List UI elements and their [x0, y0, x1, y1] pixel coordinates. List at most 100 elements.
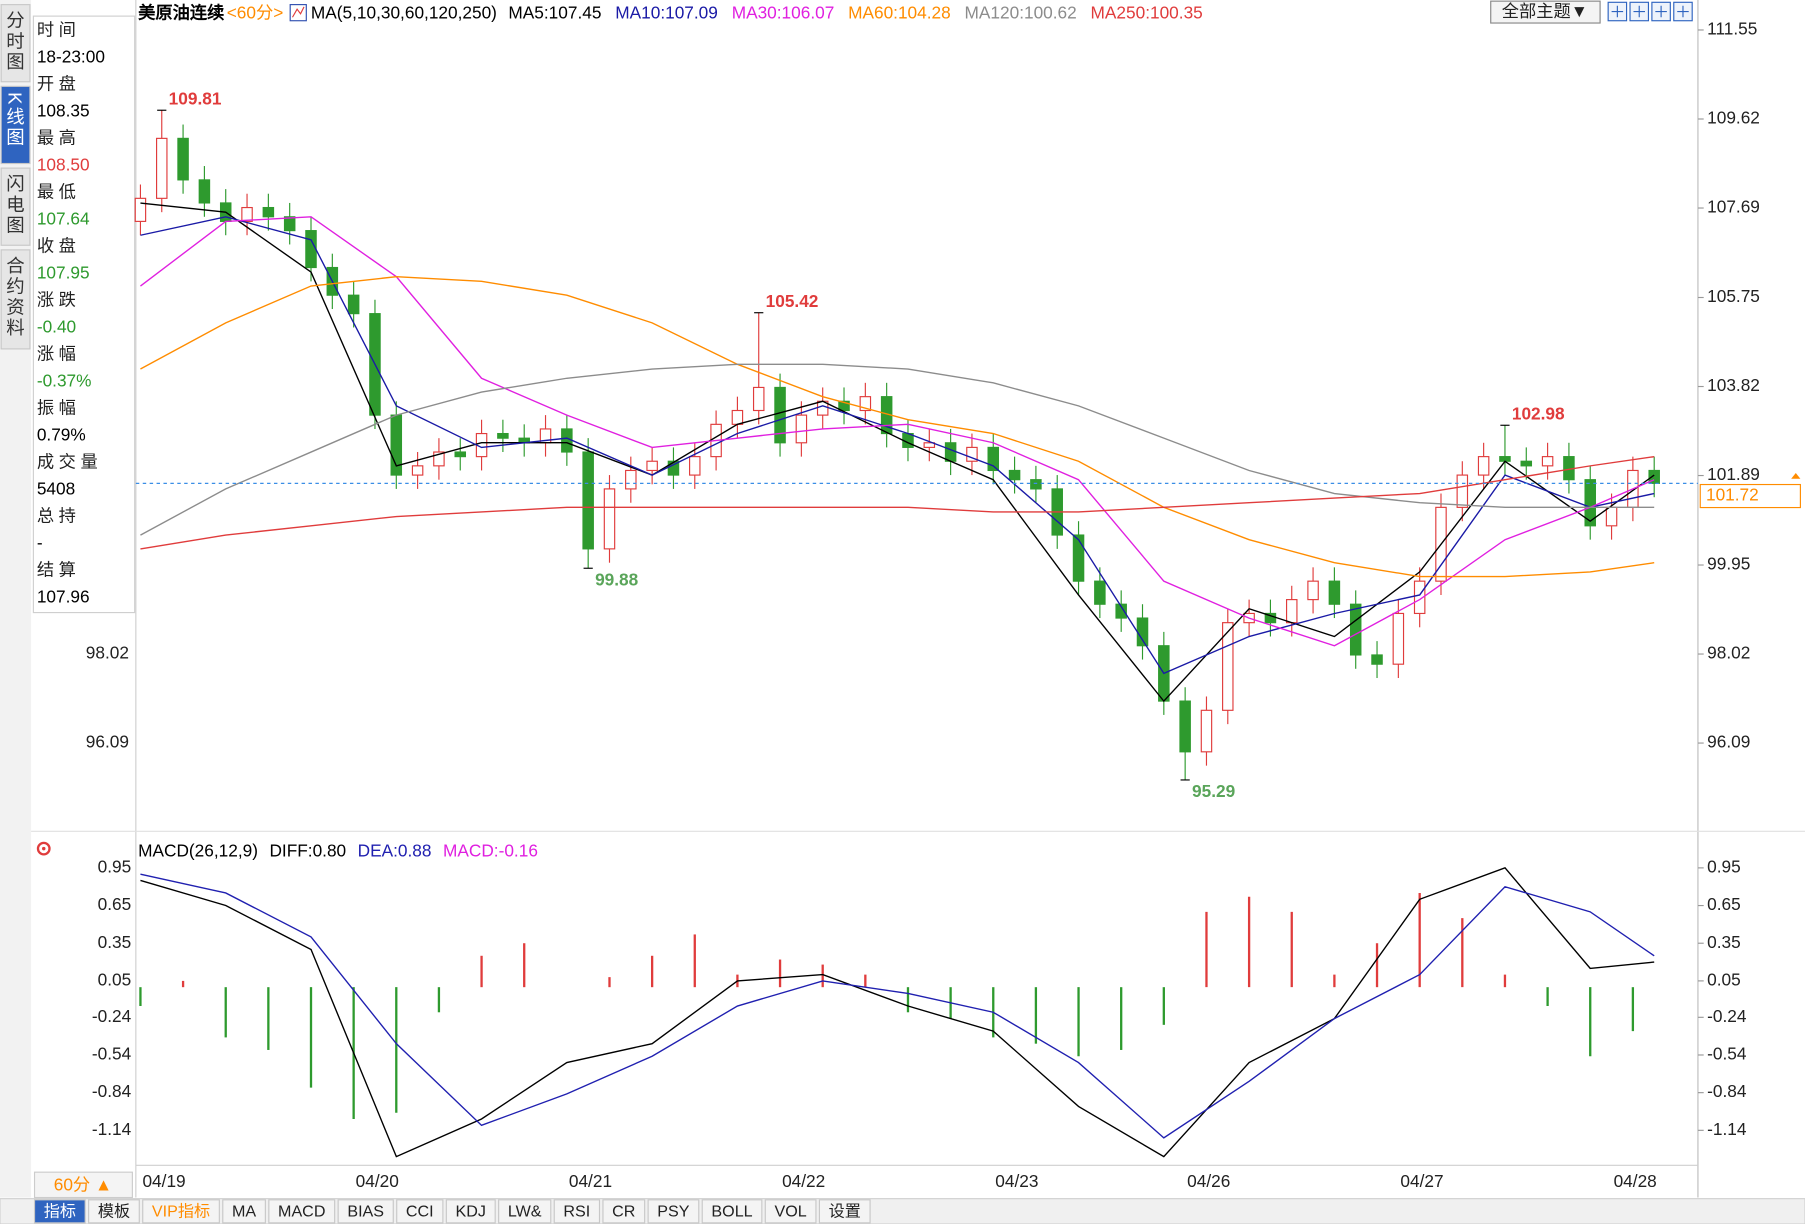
candle-body [731, 409, 744, 425]
macd-line [140, 873, 1655, 1139]
info-value: 108.35 [37, 101, 90, 121]
bottom-tab-label[interactable]: MA [232, 1203, 256, 1221]
y-tick-label-left: -0.84 [92, 1081, 132, 1101]
bottom-tab[interactable] [602, 1199, 646, 1224]
sidebar-tab[interactable] [0, 167, 31, 246]
legend-entry: MA5:107.45 [508, 2, 601, 22]
x-tick-label: 04/27 [1400, 1171, 1443, 1191]
bottom-tab[interactable] [142, 1199, 220, 1224]
bottom-tab-label[interactable]: MACD [278, 1203, 325, 1221]
sidebar-tab[interactable] [0, 85, 31, 165]
bottom-tab-label[interactable]: LW& [508, 1203, 542, 1221]
candle-body [1008, 469, 1021, 481]
y-tick-label: 111.55 [1707, 19, 1757, 39]
candle-body [1115, 603, 1127, 619]
extreme-label: 105.42 [766, 291, 819, 311]
period-selector[interactable] [33, 1171, 133, 1199]
last-price-label: 101.72 [1706, 485, 1759, 505]
theme-button-label[interactable]: 全部主题▼ [1502, 1, 1588, 21]
y-tick-label: -0.84 [1707, 1081, 1747, 1101]
bottom-tab[interactable] [33, 1199, 86, 1224]
candle-body [838, 400, 850, 412]
x-tick-label: 04/22 [782, 1171, 825, 1191]
sidebar-tab[interactable] [0, 249, 31, 350]
bottom-tab[interactable] [764, 1199, 817, 1224]
last-price-box [1699, 483, 1801, 509]
y-tick-label: 101.89 [1707, 464, 1760, 484]
period-selector-label[interactable]: 60分 ▲ [54, 1175, 112, 1195]
sidebar-tab-label[interactable]: 合约资料 [4, 256, 25, 339]
bottom-tab[interactable] [268, 1199, 336, 1224]
bottom-tab-label[interactable]: VOL [775, 1203, 807, 1221]
legend-entry: MA250:100.35 [1091, 2, 1203, 22]
toolbar-icon-glyph [1611, 5, 1624, 18]
sidebar-tab[interactable] [0, 4, 31, 83]
candle-body [262, 206, 275, 218]
info-panel [32, 15, 136, 614]
bottom-tab[interactable] [498, 1199, 552, 1224]
bottom-tab[interactable] [445, 1199, 496, 1224]
bottom-tab-label[interactable]: BIAS [347, 1203, 384, 1221]
info-label: 收盘 [37, 236, 81, 256]
bottom-tab[interactable] [818, 1199, 871, 1224]
candle-body [1285, 599, 1298, 624]
y-tick-label-left: 0.05 [98, 969, 132, 989]
bottom-tab-label[interactable]: BOLL [711, 1203, 752, 1221]
candle-body [1179, 700, 1191, 753]
candle-body [923, 442, 936, 448]
bottom-tab-label[interactable]: CR [612, 1203, 635, 1221]
bottom-tab-label[interactable]: RSI [563, 1203, 590, 1221]
x-tick-label: 04/21 [569, 1171, 612, 1191]
sidebar-tab-label[interactable]: 闪电图 [4, 174, 25, 236]
sidebar-tab-label[interactable]: 分时图 [4, 10, 25, 72]
y-tick-label: 109.62 [1707, 108, 1760, 128]
bottom-tab[interactable] [222, 1199, 266, 1224]
bottom-tab-label[interactable]: CCI [406, 1203, 434, 1221]
info-value: -0.40 [37, 317, 76, 337]
sidebar-tab-label[interactable]: K线图 [4, 92, 25, 148]
bottom-tab[interactable] [337, 1199, 394, 1224]
legend-entry: MA60:104.28 [848, 2, 951, 22]
bottom-tab-label[interactable]: 模板 [98, 1203, 130, 1221]
bottom-tab-label[interactable]: PSY [657, 1203, 689, 1221]
macd-title: MACD(26,12,9) [138, 841, 258, 861]
y-tick-label-left: 0.95 [98, 856, 132, 876]
candle-body [667, 460, 680, 476]
y-tick-label: 0.95 [1707, 856, 1741, 876]
symbol-title: 美原油连续 [138, 2, 224, 22]
candle-body [1605, 506, 1618, 527]
candle-body [1648, 469, 1660, 484]
bottom-tab[interactable] [396, 1199, 444, 1224]
bottom-tab[interactable] [647, 1199, 700, 1224]
ma-line [140, 216, 1655, 675]
info-label: 成交量 [37, 452, 103, 472]
ma-line [140, 363, 1655, 536]
bottom-tab-label[interactable]: 指标 [44, 1203, 76, 1221]
y-tick-label: -1.14 [1707, 1119, 1747, 1139]
y-tick-label-left: 98.02 [86, 643, 129, 663]
extreme-label: 102.98 [1512, 403, 1565, 423]
bottom-tab[interactable] [88, 1199, 140, 1224]
y-tick-label: 99.95 [1707, 554, 1750, 574]
bottom-tab[interactable] [701, 1199, 763, 1224]
candle-body [1222, 622, 1234, 711]
y-tick-label-left: 0.65 [98, 894, 132, 914]
candle-body [582, 451, 594, 550]
bottom-tab[interactable] [553, 1199, 601, 1224]
toolbar-icon-glyph [1677, 5, 1689, 18]
candle-body [603, 488, 616, 550]
candle-body [454, 451, 467, 458]
theme-button[interactable] [1490, 0, 1601, 24]
y-tick-label: 103.82 [1707, 375, 1760, 395]
candle-body [561, 428, 573, 453]
indicator-icon [289, 4, 307, 22]
info-value: 107.96 [37, 587, 90, 607]
candle-body [134, 197, 147, 222]
bottom-tab-label[interactable]: KDJ [456, 1203, 486, 1221]
bottom-tab-label[interactable]: VIP指标 [152, 1203, 210, 1221]
bottom-tab-label[interactable]: 设置 [829, 1203, 861, 1221]
x-tick-label: 04/28 [1614, 1171, 1657, 1191]
legend-entry: MA10:107.09 [615, 2, 718, 22]
candle-body [1136, 617, 1149, 647]
